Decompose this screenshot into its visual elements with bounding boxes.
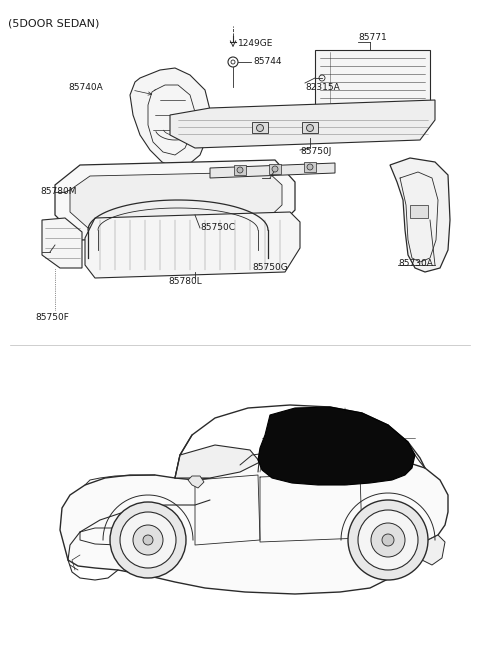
Polygon shape: [390, 158, 450, 272]
Polygon shape: [130, 68, 210, 168]
Text: 85750J: 85750J: [300, 148, 331, 157]
Text: 85750G: 85750G: [252, 264, 288, 272]
Circle shape: [348, 500, 428, 580]
Text: 85780L: 85780L: [168, 277, 202, 287]
Circle shape: [133, 525, 163, 555]
Polygon shape: [60, 453, 448, 594]
Circle shape: [358, 510, 418, 570]
Circle shape: [371, 523, 405, 557]
Circle shape: [143, 535, 153, 545]
Text: 82315A: 82315A: [305, 83, 340, 92]
Polygon shape: [188, 476, 204, 488]
Circle shape: [307, 164, 313, 170]
Text: 85744: 85744: [253, 58, 281, 66]
Circle shape: [110, 502, 186, 578]
Polygon shape: [42, 218, 82, 268]
Text: 85740A: 85740A: [68, 83, 103, 92]
Polygon shape: [252, 122, 268, 133]
Polygon shape: [55, 160, 295, 240]
Polygon shape: [170, 100, 435, 148]
Circle shape: [256, 125, 264, 131]
Polygon shape: [315, 50, 430, 105]
Polygon shape: [258, 407, 415, 485]
Polygon shape: [70, 172, 282, 228]
Text: 85750C: 85750C: [200, 224, 235, 232]
Text: 85730A: 85730A: [398, 258, 433, 268]
Text: (5DOOR SEDAN): (5DOOR SEDAN): [8, 18, 99, 28]
Polygon shape: [420, 535, 445, 565]
Polygon shape: [302, 122, 318, 133]
Polygon shape: [85, 212, 300, 278]
Circle shape: [382, 534, 394, 546]
Polygon shape: [175, 445, 260, 478]
Text: 1249GE: 1249GE: [238, 39, 274, 49]
Circle shape: [237, 167, 243, 173]
Circle shape: [307, 125, 313, 131]
Polygon shape: [269, 164, 281, 174]
Polygon shape: [410, 205, 428, 218]
Text: 85780M: 85780M: [40, 188, 76, 197]
Polygon shape: [304, 162, 316, 172]
Text: 85750F: 85750F: [35, 314, 69, 323]
Circle shape: [272, 166, 278, 172]
Polygon shape: [210, 163, 335, 178]
Circle shape: [120, 512, 176, 568]
Text: 85771: 85771: [358, 33, 387, 43]
Polygon shape: [234, 165, 246, 175]
